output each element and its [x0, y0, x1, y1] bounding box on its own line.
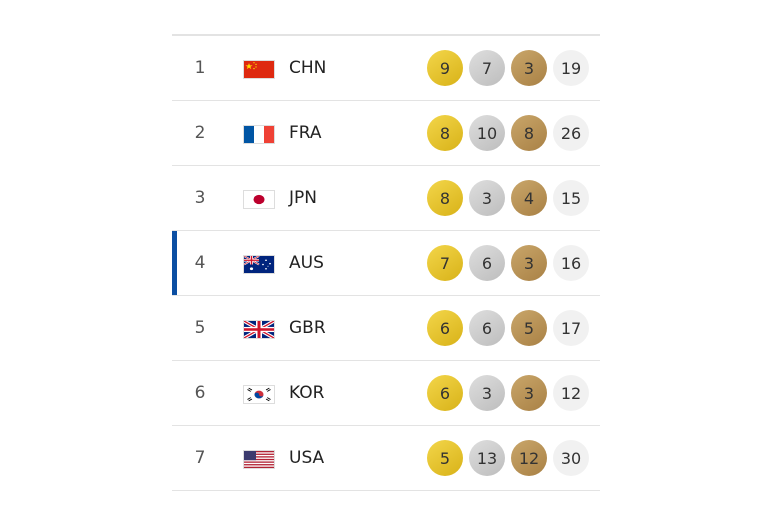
rank: 4: [194, 253, 206, 273]
rank: 1: [194, 58, 206, 78]
australia-flag-icon: [243, 255, 275, 274]
silver-count: 6: [469, 310, 505, 346]
total-count: 12: [553, 375, 589, 411]
country-code: AUS: [289, 253, 324, 273]
silver-count: 3: [469, 180, 505, 216]
table-row[interactable]: 7 USA 5 13 12 30: [172, 426, 600, 491]
total-count: 26: [553, 115, 589, 151]
gold-count: 8: [427, 180, 463, 216]
table-row[interactable]: 2 FRA 8 10 8 26: [172, 101, 600, 166]
total-count: 17: [553, 310, 589, 346]
gold-count: 5: [427, 440, 463, 476]
bronze-count: 3: [511, 245, 547, 281]
total-count: 30: [553, 440, 589, 476]
silver-count: 7: [469, 50, 505, 86]
gold-count: 9: [427, 50, 463, 86]
bronze-count: 5: [511, 310, 547, 346]
uk-flag-icon: [243, 320, 275, 339]
rank: 5: [194, 318, 206, 338]
rank: 3: [194, 188, 206, 208]
usa-flag-icon: [243, 450, 275, 469]
gold-count: 6: [427, 375, 463, 411]
total-count: 16: [553, 245, 589, 281]
rank: 7: [194, 448, 206, 468]
china-flag-icon: [243, 60, 275, 79]
table-row[interactable]: 1 CHN 9 7 3 19: [172, 36, 600, 101]
table-row[interactable]: 5 GBR 6 6 5 17: [172, 296, 600, 361]
silver-count: 10: [469, 115, 505, 151]
table-row-selected[interactable]: 4 AUS 7 6 3: [172, 231, 600, 296]
bronze-count: 3: [511, 50, 547, 86]
bronze-count: 4: [511, 180, 547, 216]
rank: 2: [194, 123, 206, 143]
total-count: 19: [553, 50, 589, 86]
silver-count: 3: [469, 375, 505, 411]
korea-flag-icon: [243, 385, 275, 404]
rank: 6: [194, 383, 206, 403]
total-count: 15: [553, 180, 589, 216]
medal-table: 1 CHN 9 7 3 19 2 FRA 8 10: [172, 34, 600, 491]
japan-flag-icon: [243, 190, 275, 209]
bronze-count: 3: [511, 375, 547, 411]
silver-count: 6: [469, 245, 505, 281]
silver-count: 13: [469, 440, 505, 476]
table-row[interactable]: 6 KOR 6 3 3 12: [172, 361, 600, 426]
bronze-count: 8: [511, 115, 547, 151]
country-code: USA: [289, 448, 325, 468]
country-code: FRA: [289, 123, 322, 143]
country-code: GBR: [289, 318, 326, 338]
gold-count: 6: [427, 310, 463, 346]
bronze-count: 12: [511, 440, 547, 476]
france-flag-icon: [243, 125, 275, 144]
gold-count: 8: [427, 115, 463, 151]
country-code: JPN: [289, 188, 317, 208]
table-row[interactable]: 3 JPN 8 3 4 15: [172, 166, 600, 231]
gold-count: 7: [427, 245, 463, 281]
country-code: KOR: [289, 383, 325, 403]
country-code: CHN: [289, 58, 327, 78]
